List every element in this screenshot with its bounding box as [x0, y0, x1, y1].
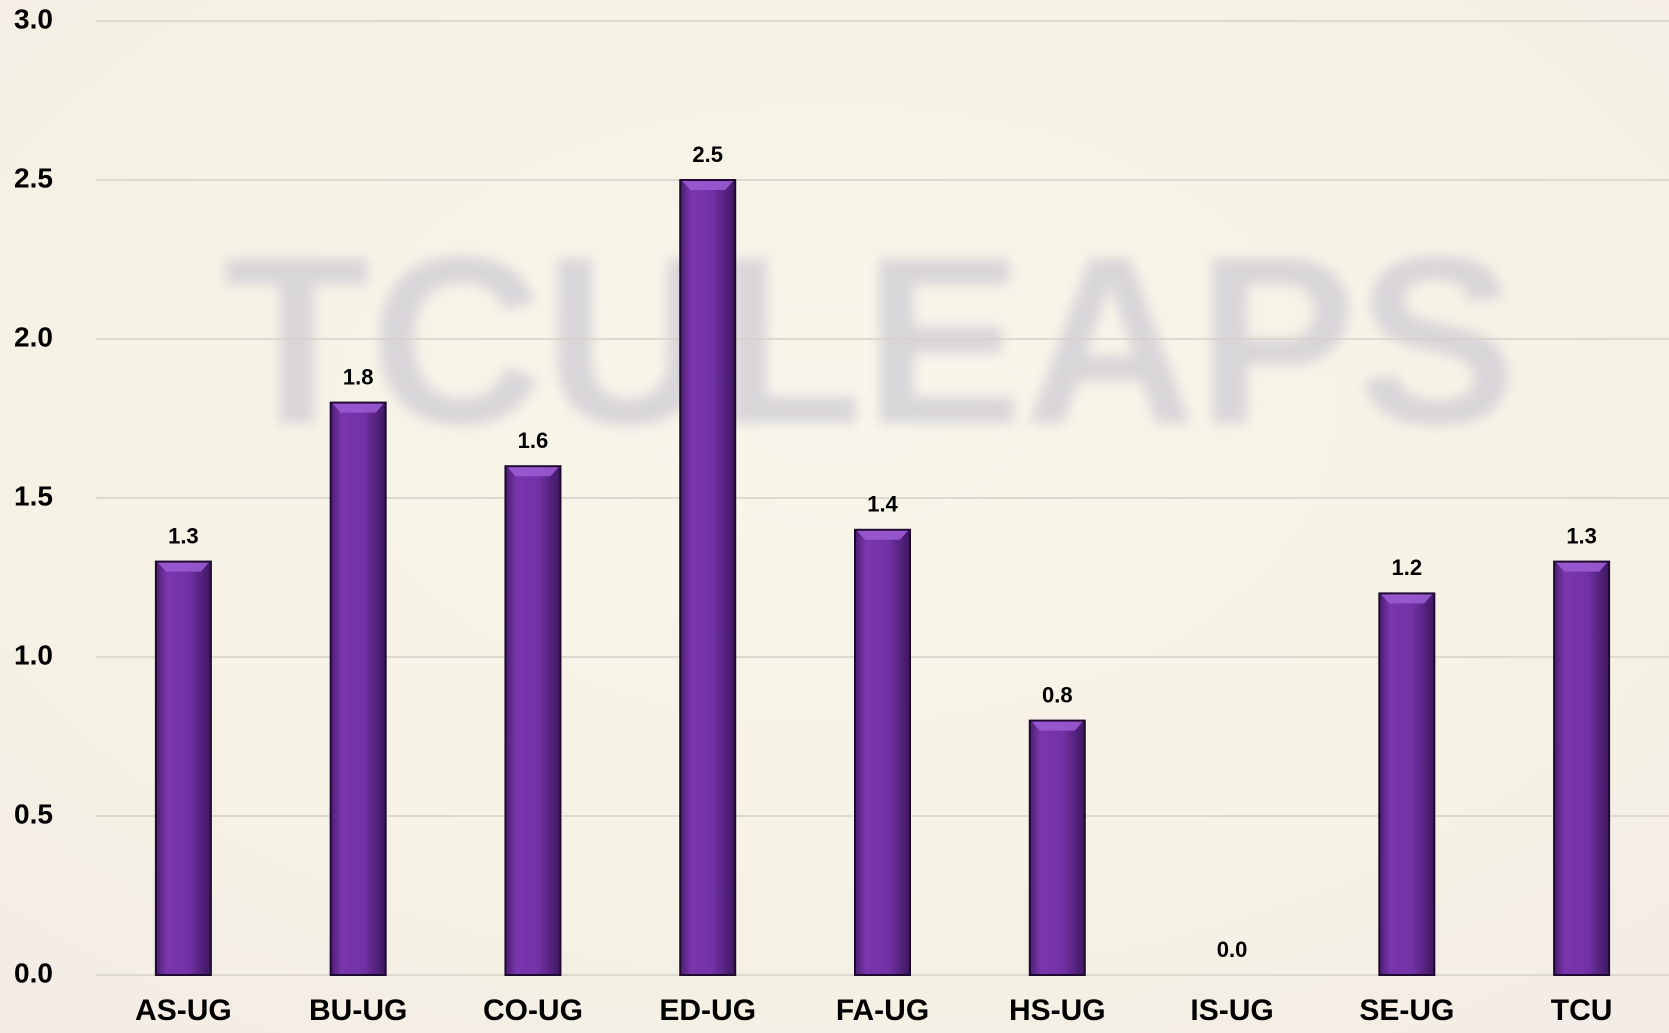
x-tick-label: FA-UG	[836, 994, 929, 1027]
x-tick-label: ED-UG	[659, 994, 756, 1027]
y-tick-label: 2.5	[14, 162, 53, 193]
value-label: 0.0	[1217, 937, 1248, 962]
y-tick-label: 1.5	[14, 480, 53, 511]
x-tick-label: SE-UG	[1359, 994, 1454, 1027]
bar-bevel	[507, 467, 558, 476]
value-label: 1.4	[867, 492, 898, 517]
bar	[505, 466, 560, 975]
bar	[680, 180, 735, 975]
bar	[1030, 721, 1085, 975]
x-tick-label: AS-UG	[135, 994, 232, 1027]
bar	[855, 530, 910, 975]
chart: TCULEAPS 0.0 0.5 1.0 1.5 2.0 2.5 3.0 1.3 AS-UG 1.…	[0, 0, 1669, 1033]
bar-bevel	[1032, 722, 1083, 731]
bar	[1379, 593, 1434, 975]
bar-bevel	[1556, 563, 1607, 572]
bar	[156, 562, 211, 975]
y-tick-label: 0.0	[14, 957, 53, 988]
y-tick-label: 0.5	[14, 798, 53, 829]
value-label: 2.5	[692, 142, 723, 167]
value-label: 1.6	[518, 428, 549, 453]
watermark: TCULEAPS	[223, 206, 1516, 474]
bar-bevel	[682, 181, 733, 190]
x-tick-label: BU-UG	[309, 994, 407, 1027]
value-label: 1.2	[1392, 555, 1423, 580]
x-tick-label: CO-UG	[483, 994, 583, 1027]
y-tick-label: 1.0	[14, 639, 53, 670]
value-label: 1.3	[1566, 523, 1597, 548]
x-tick-label: HS-UG	[1009, 994, 1106, 1027]
bar-bevel	[1381, 594, 1432, 603]
value-label: 0.8	[1042, 682, 1073, 707]
bar-bevel	[333, 404, 384, 413]
x-tick-label: IS-UG	[1190, 994, 1273, 1027]
y-tick-label: 3.0	[14, 3, 53, 34]
value-label: 1.3	[168, 523, 199, 548]
bar-bevel	[158, 563, 209, 572]
x-tick-label: TCU	[1551, 994, 1613, 1027]
value-label: 1.8	[343, 364, 374, 389]
bar	[1554, 562, 1609, 975]
y-tick-label: 2.0	[14, 321, 53, 352]
bar-bevel	[857, 531, 908, 540]
bar	[331, 403, 386, 975]
